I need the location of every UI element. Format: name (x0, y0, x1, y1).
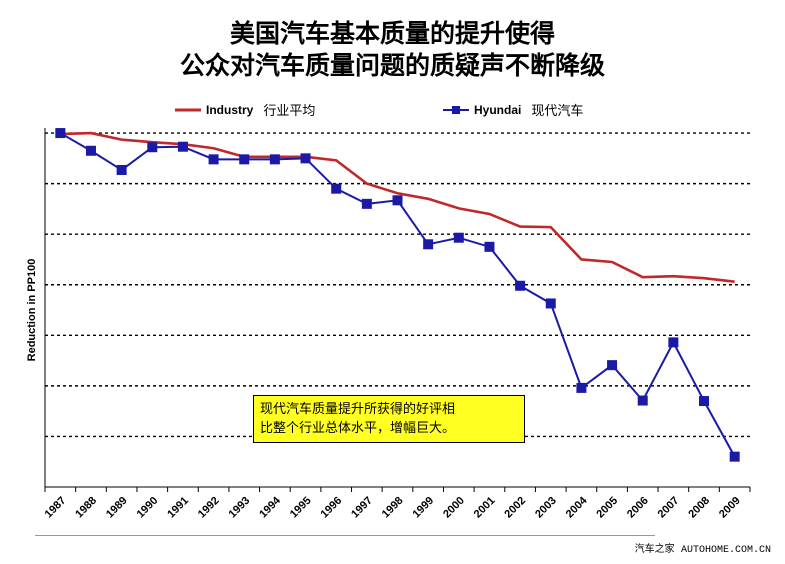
data-point-1993 (239, 154, 250, 165)
x-tick-label: 1999 (410, 495, 436, 521)
chart-title: 美国汽车基本质量的提升使得 公众对汽车质量问题的质疑声不断降级 (0, 18, 785, 82)
footer-site-en: AUTOHOME.COM.CN (680, 545, 771, 556)
x-tick-label: 2007 (656, 495, 682, 521)
x-tick-labels: 1987 1988 1989 1990 1991 1992 1993 1994 1995 1996… (43, 494, 743, 520)
x-tick-label: 2008 (686, 495, 712, 521)
title-line-1: 美国汽车基本质量的提升使得 (229, 19, 555, 48)
x-tick-label: 1992 (196, 495, 222, 521)
legend-label-hyundai-zh: 现代汽车 (531, 104, 584, 119)
x-tick-label: 2003 (533, 495, 559, 521)
annotation-line-1: 现代汽车质量提升所获得的好评相 (260, 402, 456, 417)
data-point-1999 (423, 239, 434, 250)
data-point-1994 (269, 154, 280, 165)
annotation-line-2: 比整个行业总体水平，增幅巨大。 (260, 421, 456, 436)
x-tick-label: 2001 (472, 495, 498, 521)
legend-label-hyundai-en: Hyundai (474, 102, 522, 117)
x-tick-label: 1998 (380, 495, 406, 521)
x-tick-label: 1997 (349, 495, 375, 521)
x-tick-label: 1989 (104, 495, 130, 521)
axes (44, 128, 751, 492)
data-point-1991 (177, 141, 188, 152)
x-tick-label: 1995 (288, 495, 314, 521)
data-point-2002 (515, 280, 526, 291)
data-point-2006 (637, 395, 648, 406)
footer-site-zh: 汽车之家 (634, 544, 675, 555)
gridlines (45, 132, 750, 438)
x-tick-label: 2004 (564, 494, 590, 520)
data-point-1997 (361, 198, 372, 209)
annotation-box: 现代汽车质量提升所获得的好评相 比整个行业总体水平，增幅巨大。 (253, 395, 525, 443)
data-point-2009 (729, 451, 740, 462)
title-line-2: 公众对汽车质量问题的质疑声不断降级 (179, 51, 605, 80)
legend: Industry 行业平均 Hyundai 现代汽车 (175, 100, 655, 120)
x-tick-label: 2005 (594, 495, 620, 521)
x-tick-label: 2002 (502, 495, 528, 521)
footer-watermark: 汽车之家 AUTOHOME.COM.CN (635, 540, 771, 556)
data-point-1995 (300, 153, 311, 164)
x-tick-label: 1996 (319, 495, 345, 521)
x-tick-label: 1988 (73, 495, 99, 521)
x-tick-label: 1994 (257, 494, 283, 520)
series (55, 128, 740, 462)
data-point-1987 (55, 128, 66, 139)
data-point-1989 (116, 164, 127, 175)
data-point-2003 (545, 298, 556, 309)
x-tick-label: 1987 (43, 495, 69, 521)
legend-item-industry: Industry 行业平均 (175, 100, 315, 119)
series-hyundai (55, 128, 740, 462)
data-point-1998 (392, 195, 403, 206)
data-point-2005 (607, 360, 618, 371)
x-tick-label: 2006 (625, 495, 651, 521)
x-tick-label: 2000 (441, 495, 467, 521)
legend-item-hyundai: Hyundai 现代汽车 (443, 100, 583, 119)
x-tick-label: 1993 (227, 495, 253, 521)
x-tick-label: 2009 (717, 495, 743, 521)
legend-swatch-industry (175, 108, 201, 111)
data-point-2000 (453, 232, 464, 243)
data-point-1990 (147, 142, 158, 153)
data-point-2007 (668, 337, 679, 348)
data-point-1992 (208, 154, 219, 165)
divider (35, 535, 655, 536)
x-tick-label: 1991 (165, 495, 191, 521)
legend-label-industry-zh: 行业平均 (263, 104, 316, 119)
x-tick-label: 1990 (135, 495, 161, 521)
legend-label-industry-en: Industry (206, 102, 254, 117)
data-point-2001 (484, 241, 495, 252)
data-point-2008 (699, 396, 710, 407)
series-line (60, 131, 735, 284)
data-point-1996 (331, 183, 342, 194)
data-point-2004 (576, 382, 587, 393)
data-point-1988 (85, 145, 96, 156)
legend-swatch-hyundai (443, 105, 469, 114)
series-industry (60, 131, 735, 284)
